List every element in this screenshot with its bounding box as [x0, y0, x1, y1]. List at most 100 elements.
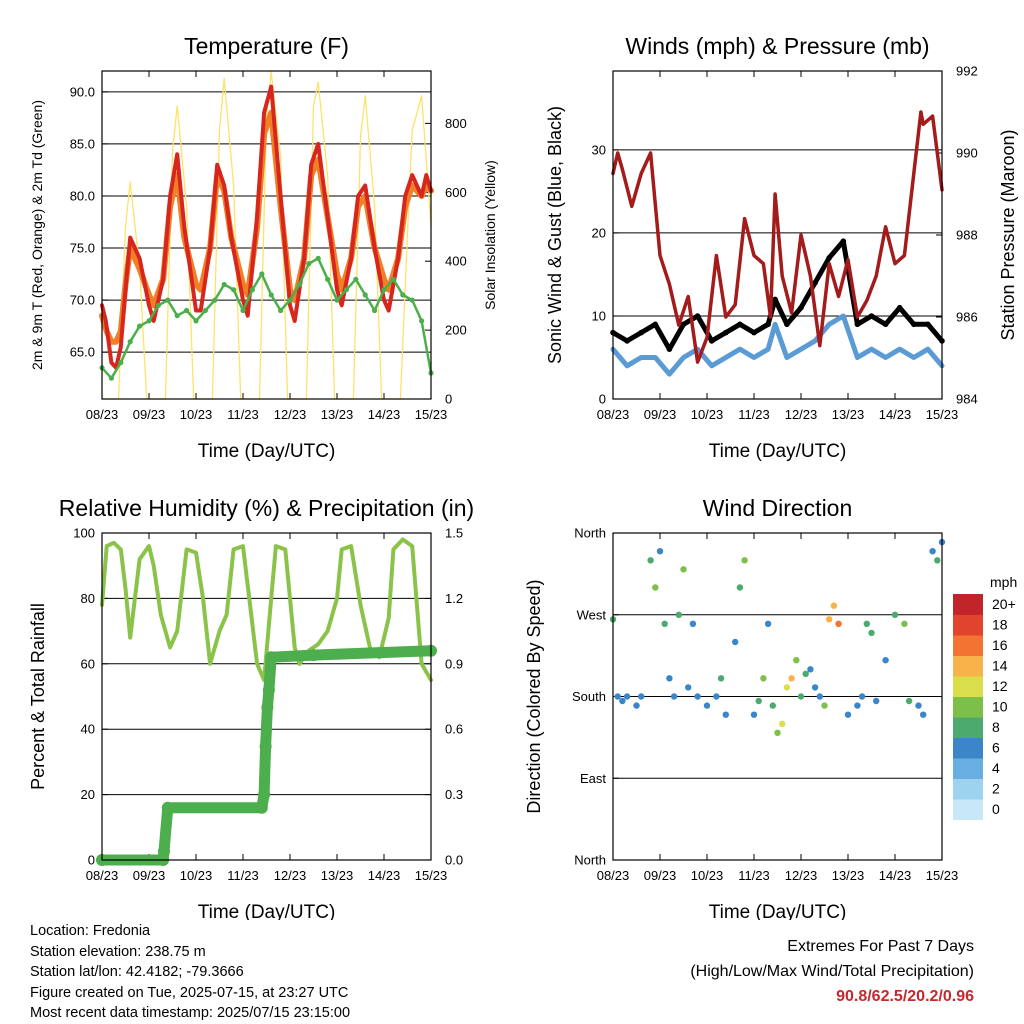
legend-swatch	[953, 737, 983, 759]
y-tick-label: 90.0	[70, 84, 95, 99]
x-tick-label: 08/23	[597, 868, 630, 883]
direction-point	[905, 697, 913, 705]
direction-point	[802, 670, 809, 677]
legend-label: 0	[992, 801, 1000, 817]
direction-point	[675, 611, 682, 618]
y2-tick-label: 992	[956, 64, 978, 79]
y2-axis-label: Solar Insolation (Yellow)	[482, 160, 498, 310]
gust-point	[882, 321, 889, 328]
y-tick-label: South	[572, 689, 606, 704]
direction-point	[797, 693, 805, 700]
gust-point	[798, 304, 804, 311]
y-tick-label: 10	[592, 308, 606, 323]
direction-point	[779, 720, 786, 727]
speed-legend: mph 0 2 4 6 8 10 12 14 16 18 20+	[953, 574, 1017, 820]
gust-point	[868, 313, 875, 319]
y-tick-label: 0	[88, 853, 95, 868]
x-tick-label: 14/23	[879, 407, 912, 422]
x-tick-label: 10/23	[691, 407, 724, 422]
gust-point	[925, 321, 931, 328]
chart-title: Winds (mph) & Pressure (mb)	[625, 33, 929, 59]
plot-frame	[101, 532, 432, 861]
y2-tick-label: 0.6	[445, 722, 463, 737]
gust-point	[652, 321, 659, 328]
legend-label: 4	[992, 760, 1000, 776]
direction-point	[816, 693, 823, 700]
legend-swatch	[953, 758, 983, 779]
y2-tick-label: 990	[956, 146, 978, 161]
gust-point	[666, 346, 673, 353]
humidity-chart: Relative Humidity (%) & Precipitation (i…	[28, 495, 474, 920]
y-tick-label: 20	[81, 787, 95, 802]
y-tick-label: North	[574, 526, 606, 541]
direction-point	[811, 684, 819, 691]
location-text: Location: Fredonia	[30, 923, 151, 939]
gust-point	[624, 338, 630, 344]
direction-point	[685, 684, 692, 691]
direction-point	[891, 611, 899, 618]
direction-point	[661, 620, 668, 627]
x-tick-label: 11/23	[227, 407, 259, 422]
legend-label: 6	[992, 739, 1000, 755]
y-tick-label: 85.0	[70, 136, 95, 151]
recent-text: Most recent data timestamp: 2025/07/15 2…	[30, 1005, 351, 1021]
y2-tick-label: 986	[956, 310, 978, 325]
direction-point	[915, 702, 922, 709]
dewpoint-line	[100, 257, 433, 380]
gust-point	[812, 279, 818, 286]
gust-point	[694, 313, 701, 319]
extremes-values: 90.8/62.5/20.2/0.96	[836, 988, 974, 1005]
direction-point	[858, 693, 866, 700]
direction-point	[717, 675, 725, 682]
x-tick-label: 11/23	[738, 407, 770, 422]
direction-point	[722, 711, 729, 718]
direction-point	[656, 548, 664, 555]
x-tick-label: 15/23	[415, 868, 448, 883]
direction-point	[863, 620, 870, 627]
plot-frame	[612, 70, 943, 400]
y-tick-label: 80	[81, 591, 95, 606]
wind-line	[610, 313, 945, 377]
rain-point	[258, 788, 271, 801]
x-tick-label: 08/23	[597, 407, 630, 422]
gust-point	[854, 321, 861, 328]
rain-line	[96, 645, 437, 866]
legend-label: 2	[992, 780, 1000, 796]
winds-chart: Winds (mph) & Pressure (mb) Time (Day/UTC…	[545, 33, 1018, 462]
direction-point	[652, 584, 659, 591]
direction-point	[760, 675, 767, 682]
direction-point	[614, 693, 621, 700]
direction-point	[821, 702, 828, 709]
rain-point	[265, 651, 278, 664]
y-tick-label: North	[574, 853, 606, 868]
x-axis-label: Time (Day/UTC)	[709, 902, 847, 920]
y2-tick-label: 984	[956, 392, 978, 407]
direction-point	[741, 557, 748, 564]
y-axis-label: Sonic Wind & Gust (Blue, Black)	[545, 106, 565, 364]
y2-axis-label: Station Pressure (Maroon)	[998, 129, 1018, 340]
pressure-line	[611, 110, 944, 364]
x-tick-label: 08/23	[86, 868, 119, 883]
direction-point	[774, 729, 781, 736]
direction-point	[783, 684, 791, 691]
y2-tick-label: 200	[445, 323, 467, 338]
x-tick-label: 10/23	[180, 868, 213, 883]
x-tick-label: 14/23	[368, 868, 401, 883]
legend-swatch	[953, 635, 983, 656]
x-tick-label: 09/23	[644, 868, 677, 883]
legend-swatch	[953, 676, 983, 697]
direction-point	[835, 620, 842, 627]
x-tick-label: 13/23	[832, 407, 865, 422]
direction-point	[934, 557, 941, 564]
direction-point	[619, 697, 626, 705]
y-tick-label: East	[580, 771, 606, 786]
y-tick-label: 40	[81, 722, 95, 737]
x-tick-label: 12/23	[785, 868, 818, 883]
gust-point	[723, 329, 729, 336]
x-tick-label: 13/23	[321, 407, 354, 422]
x-tick-label: 11/23	[227, 868, 259, 883]
x-tick-label: 15/23	[926, 868, 959, 883]
direction-point	[929, 548, 936, 555]
plot-frame	[101, 70, 432, 400]
x-tick-label: 13/23	[321, 868, 354, 883]
